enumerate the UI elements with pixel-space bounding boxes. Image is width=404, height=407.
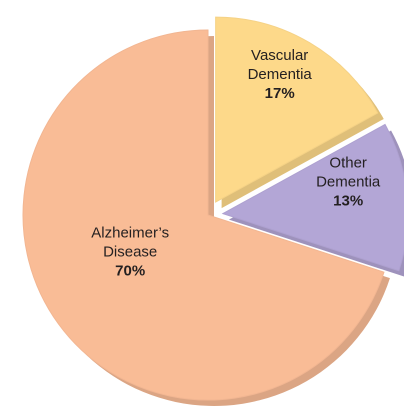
label-line: Disease bbox=[103, 244, 157, 261]
slice bbox=[215, 16, 379, 203]
slice bbox=[22, 29, 385, 401]
slice-label: Alzheimer’s Disease bbox=[91, 225, 169, 261]
label-line: Dementia bbox=[248, 66, 313, 83]
label-line: Other bbox=[329, 155, 367, 172]
labels: Alzheimer’s Disease 70% Vascular Dementia 17%… bbox=[91, 47, 381, 280]
value-label: 70% bbox=[115, 263, 145, 280]
label-line: Vascular bbox=[251, 47, 308, 64]
value-label: 17% bbox=[265, 85, 295, 102]
slice-label: Other Dementia bbox=[316, 155, 381, 191]
slice-label: Vascular Dementia bbox=[248, 47, 313, 83]
label-line: Alzheimer’s bbox=[91, 225, 169, 242]
label-line: Dementia bbox=[316, 174, 381, 191]
slice bbox=[221, 123, 404, 272]
slices bbox=[22, 16, 404, 401]
value-label: 13% bbox=[333, 193, 363, 210]
